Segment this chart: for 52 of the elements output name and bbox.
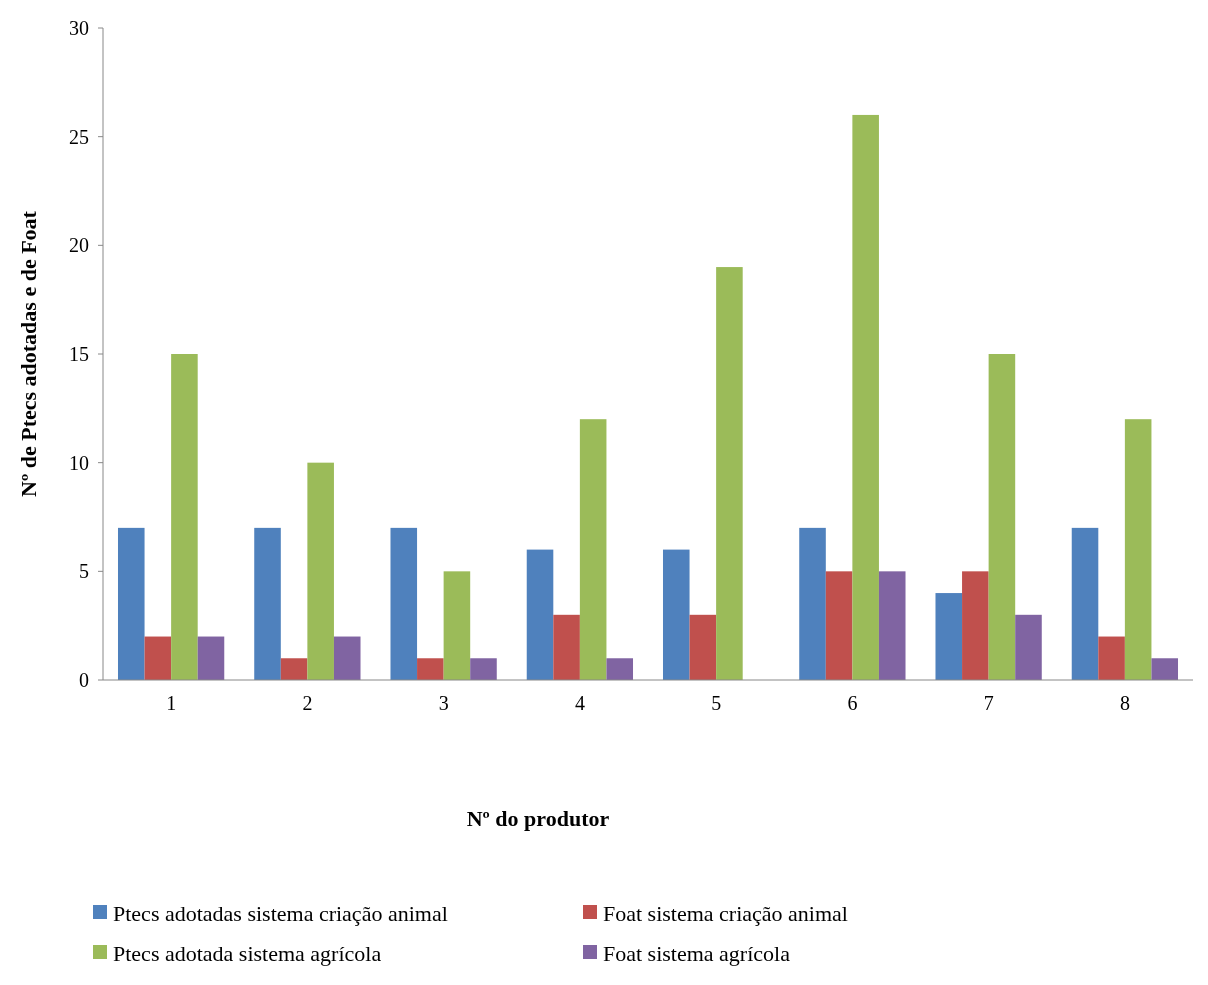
bar [443, 571, 471, 680]
bar [307, 462, 334, 680]
bar [144, 636, 172, 680]
bar [1151, 658, 1179, 680]
bar [390, 527, 418, 680]
bar [799, 527, 826, 680]
bar [716, 267, 743, 680]
legend-label: Ptecs adotadas sistema criação animal [113, 900, 448, 926]
x-tick-label: 4 [574, 692, 585, 714]
bar [254, 527, 281, 680]
x-tick-label: 2 [302, 692, 313, 714]
y-tick-label: 20 [69, 234, 89, 257]
bar [1124, 419, 1152, 680]
x-tick-label: 7 [983, 692, 994, 714]
bar [579, 419, 607, 680]
legend-label: Foat sistema criação animal [603, 900, 848, 926]
bar [333, 636, 361, 680]
legend-label: Foat sistema agrícola [603, 940, 791, 966]
y-tick-label: 0 [79, 669, 89, 691]
y-tick-label: 30 [69, 17, 89, 39]
bar [825, 571, 853, 680]
bar [470, 658, 497, 680]
x-tick-label: 6 [847, 692, 858, 714]
bar [280, 658, 308, 680]
legend-label: Ptecs adotada sistema agrícola [113, 940, 382, 966]
y-tick-label: 10 [69, 451, 89, 474]
bar [197, 636, 225, 680]
bar [1098, 636, 1125, 680]
bar [171, 354, 198, 680]
bar [878, 571, 906, 680]
bar [1015, 614, 1042, 680]
y-tick-label: 5 [79, 560, 89, 583]
x-tick-label: 1 [166, 692, 177, 714]
bar [606, 658, 634, 680]
y-tick-label: 25 [69, 125, 89, 148]
bar [852, 114, 879, 680]
y-tick-label: 15 [69, 343, 89, 365]
bar [962, 571, 989, 680]
bar [689, 614, 717, 680]
x-tick-label: 5 [711, 692, 722, 714]
bar [526, 549, 554, 680]
x-tick-label: 8 [1119, 692, 1130, 714]
bar [1071, 527, 1099, 680]
bar [117, 527, 145, 680]
bar [553, 614, 580, 680]
bar [988, 354, 1016, 680]
x-axis-title: Nº do produtor [466, 806, 610, 831]
bar [662, 549, 690, 680]
bar [417, 658, 444, 680]
bar [935, 593, 963, 680]
y-axis-title: Nº de Ptecs adotadas e de Foat [16, 210, 41, 497]
x-tick-label: 3 [438, 692, 449, 714]
